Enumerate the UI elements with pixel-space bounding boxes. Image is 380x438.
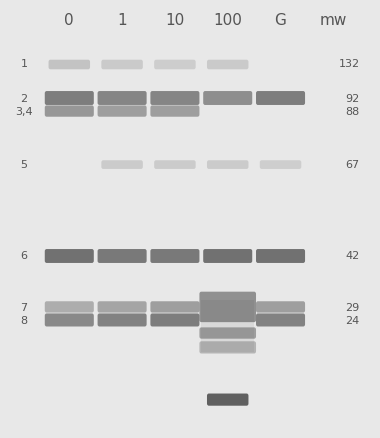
- FancyBboxPatch shape: [98, 301, 147, 313]
- FancyBboxPatch shape: [45, 91, 94, 105]
- Text: mw: mw: [320, 14, 347, 28]
- FancyBboxPatch shape: [200, 327, 256, 339]
- FancyBboxPatch shape: [45, 106, 94, 117]
- FancyBboxPatch shape: [49, 60, 90, 69]
- FancyBboxPatch shape: [207, 160, 249, 169]
- Text: 92: 92: [345, 94, 360, 104]
- Text: 8: 8: [21, 316, 28, 326]
- Text: 10: 10: [165, 14, 185, 28]
- FancyBboxPatch shape: [256, 249, 305, 263]
- Text: 7: 7: [21, 303, 28, 313]
- FancyBboxPatch shape: [98, 249, 147, 263]
- FancyBboxPatch shape: [150, 314, 200, 326]
- Text: 88: 88: [345, 107, 360, 117]
- FancyBboxPatch shape: [150, 249, 200, 263]
- FancyBboxPatch shape: [203, 91, 252, 105]
- FancyBboxPatch shape: [256, 91, 305, 105]
- Text: 1: 1: [117, 14, 127, 28]
- FancyBboxPatch shape: [98, 106, 147, 117]
- FancyBboxPatch shape: [256, 301, 305, 313]
- FancyBboxPatch shape: [154, 160, 196, 169]
- FancyBboxPatch shape: [98, 314, 147, 326]
- FancyBboxPatch shape: [150, 106, 200, 117]
- FancyBboxPatch shape: [101, 60, 143, 69]
- FancyBboxPatch shape: [256, 314, 305, 326]
- Text: 6: 6: [21, 251, 27, 261]
- Text: 3,4: 3,4: [15, 107, 33, 117]
- FancyBboxPatch shape: [203, 249, 252, 263]
- Bar: [201, 300, 254, 352]
- FancyBboxPatch shape: [45, 249, 94, 263]
- Text: 100: 100: [213, 14, 242, 28]
- FancyBboxPatch shape: [98, 91, 147, 105]
- FancyBboxPatch shape: [150, 301, 200, 313]
- Text: 1: 1: [21, 60, 27, 70]
- Text: 67: 67: [346, 159, 360, 170]
- FancyBboxPatch shape: [200, 341, 256, 353]
- Text: 42: 42: [345, 251, 360, 261]
- FancyBboxPatch shape: [45, 314, 94, 326]
- Text: 132: 132: [339, 60, 360, 70]
- Text: 2: 2: [21, 94, 28, 104]
- Text: 0: 0: [65, 14, 74, 28]
- FancyBboxPatch shape: [101, 160, 143, 169]
- FancyBboxPatch shape: [150, 91, 200, 105]
- Text: G: G: [275, 14, 287, 28]
- Text: 24: 24: [345, 316, 360, 326]
- Text: 5: 5: [21, 159, 27, 170]
- FancyBboxPatch shape: [207, 60, 249, 69]
- Text: 29: 29: [345, 303, 360, 313]
- FancyBboxPatch shape: [154, 60, 196, 69]
- FancyBboxPatch shape: [45, 301, 94, 313]
- FancyBboxPatch shape: [260, 160, 301, 169]
- FancyBboxPatch shape: [207, 393, 249, 406]
- FancyBboxPatch shape: [200, 292, 256, 322]
